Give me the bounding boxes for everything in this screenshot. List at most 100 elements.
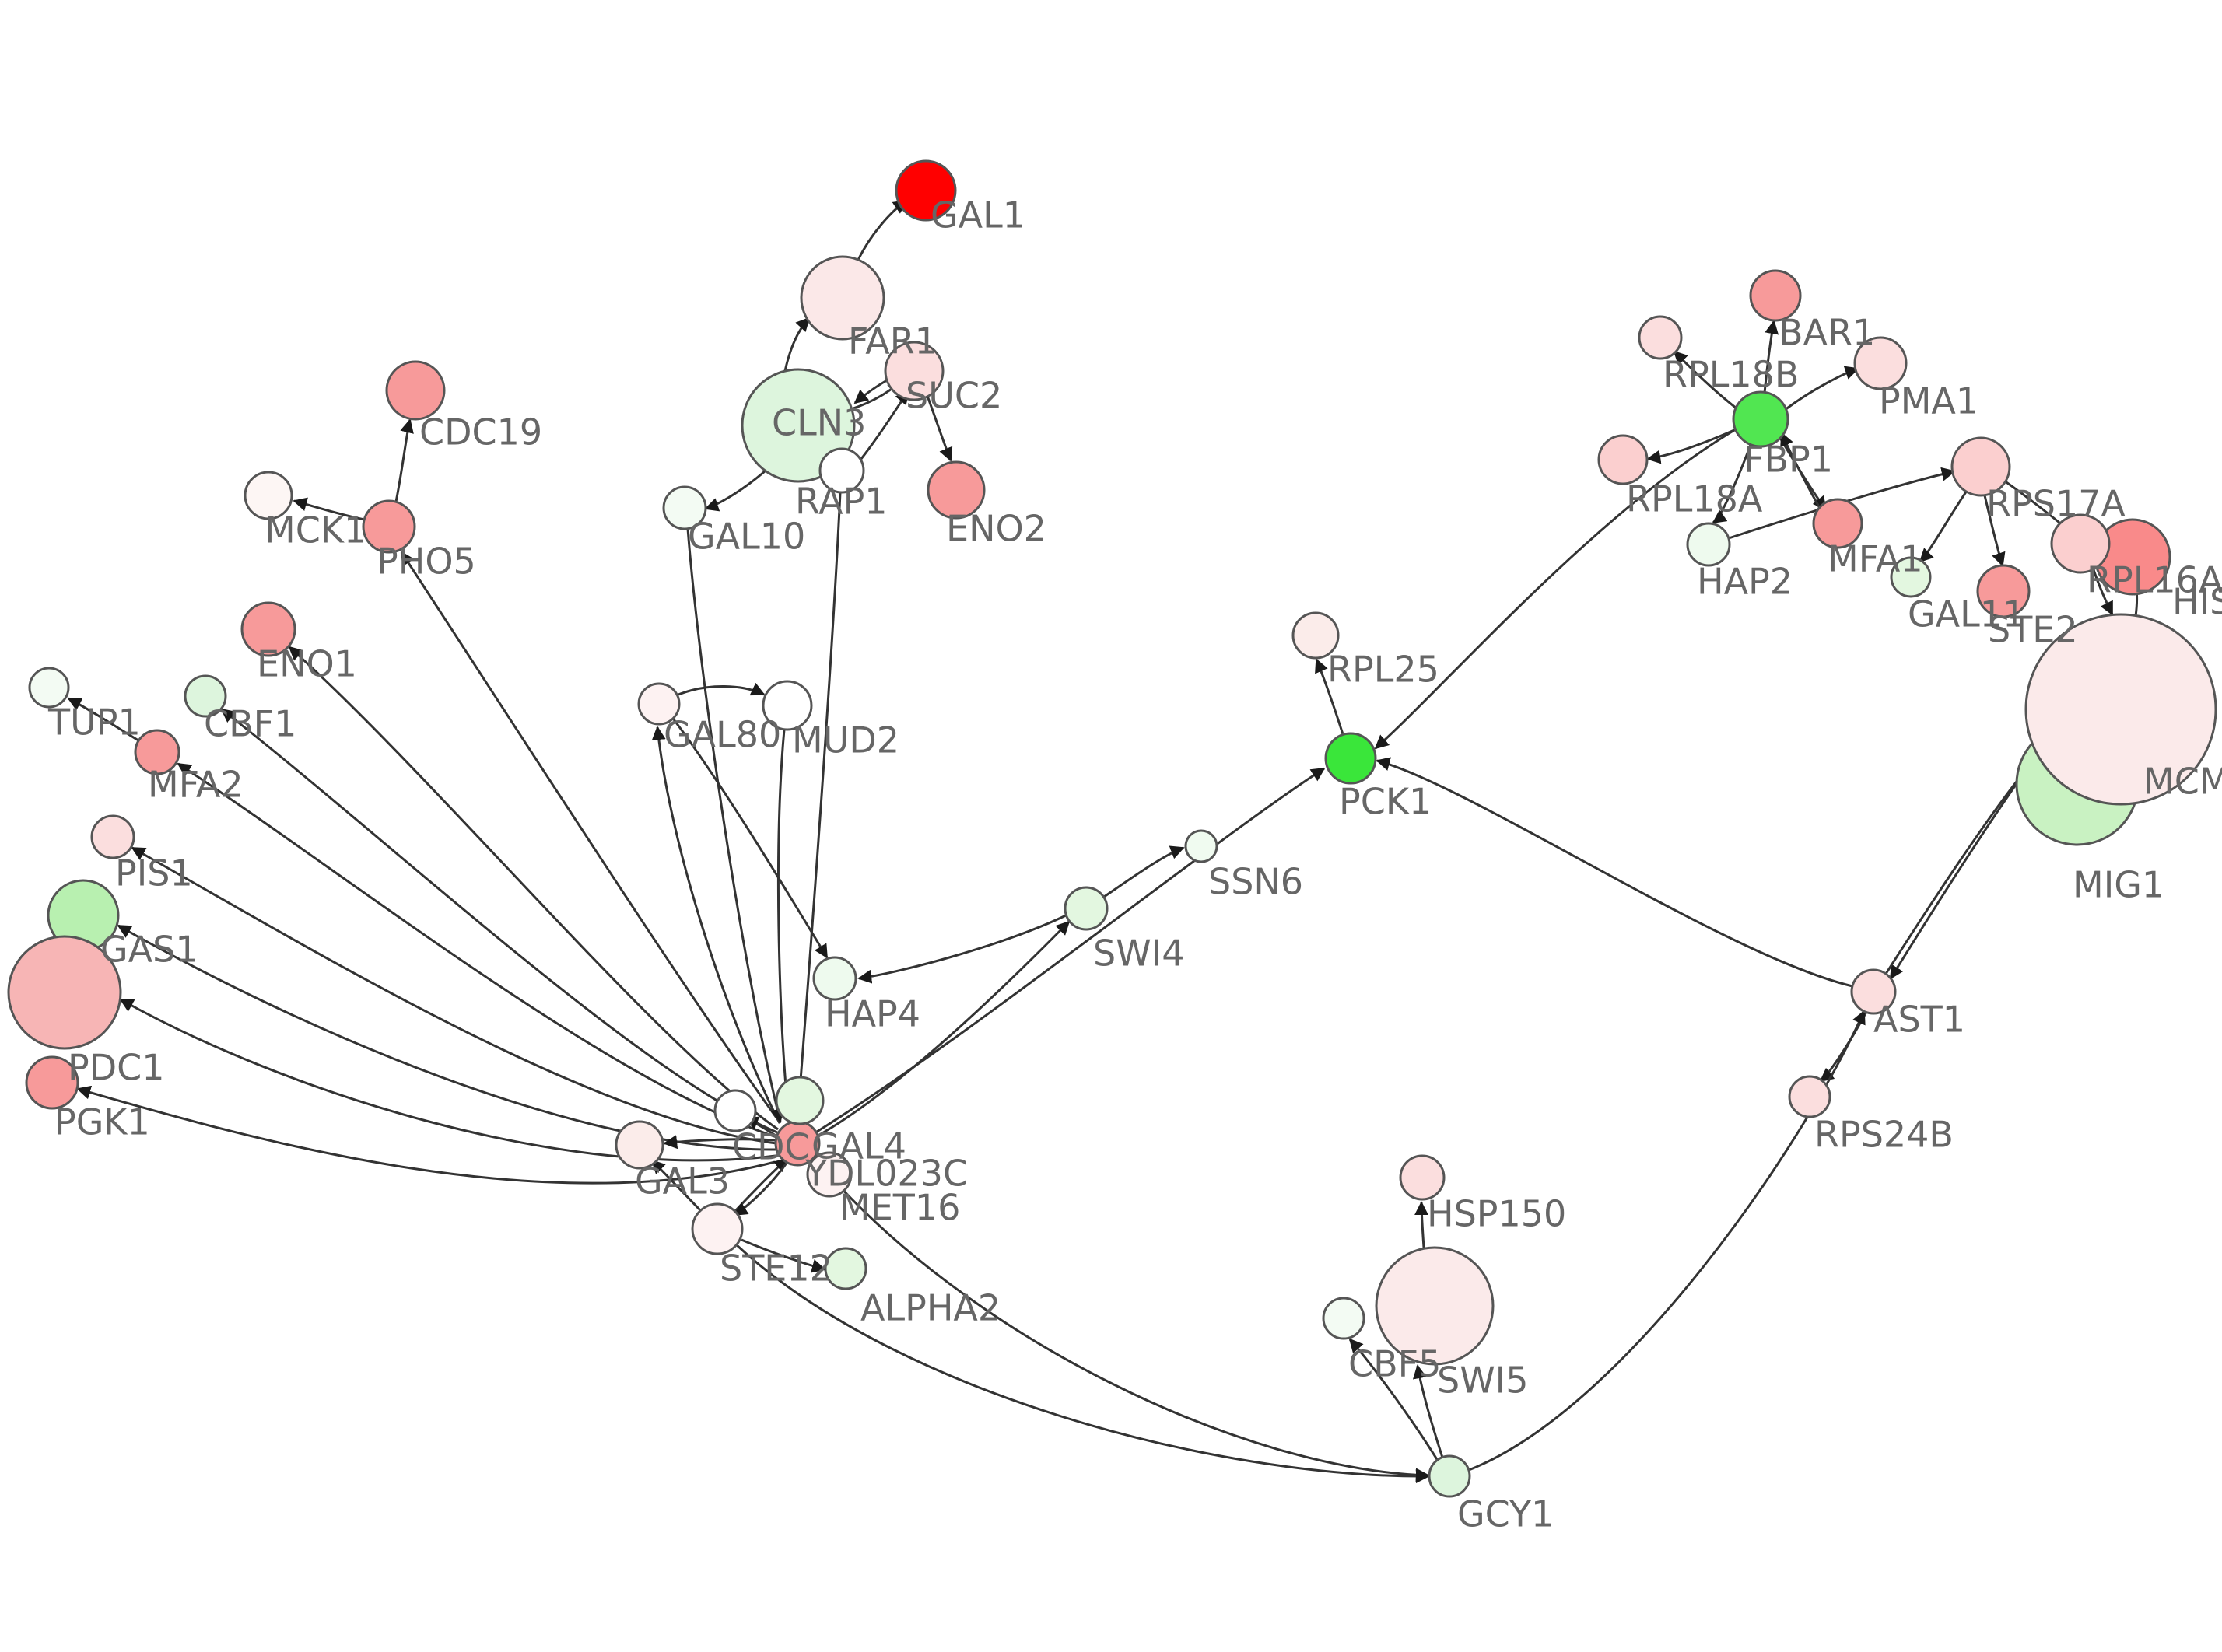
node-mfa2[interactable] xyxy=(134,729,180,775)
edge-pho5-to-cdc19 xyxy=(394,418,414,502)
node-rpl25[interactable] xyxy=(1291,611,1340,660)
node-label-pck1: PCK1 xyxy=(1339,780,1432,822)
edge-gal4-to-ste12 xyxy=(733,1161,789,1216)
node-hap2[interactable] xyxy=(1686,522,1731,567)
node-eno1[interactable] xyxy=(240,601,296,657)
edge-swi5-to-hsp150 xyxy=(1414,1201,1429,1248)
node-label-rpl25: RPL25 xyxy=(1327,648,1439,690)
node-mck1[interactable] xyxy=(244,471,293,520)
edge-gal4-to-gal3 xyxy=(663,1135,776,1150)
node-far1[interactable] xyxy=(800,255,885,341)
node-label-hap2: HAP2 xyxy=(1697,560,1793,602)
node-eno2[interactable] xyxy=(927,460,986,520)
node-swi4[interactable] xyxy=(1064,886,1109,931)
node-gal1[interactable] xyxy=(895,159,957,222)
edge-swi4-to-hap4 xyxy=(857,914,1067,984)
node-rap1[interactable] xyxy=(818,447,865,494)
edge-gal4-to-pis1 xyxy=(131,846,777,1145)
edge-rps17a-to-gal11 xyxy=(1919,490,1968,563)
node-label-rps17a: RPS17A xyxy=(1986,482,2126,524)
node-label-alpha2: ALPHA2 xyxy=(860,1286,1001,1328)
node-cbf1[interactable] xyxy=(184,674,227,718)
node-ste12[interactable] xyxy=(691,1202,744,1255)
node-cln3[interactable] xyxy=(741,368,856,483)
node-gal10[interactable] xyxy=(662,485,707,530)
nodes-layer xyxy=(7,159,2217,1498)
node-ast1[interactable] xyxy=(1850,968,1897,1015)
node-gal80[interactable] xyxy=(637,682,681,726)
node-label-gcy1: GCY1 xyxy=(1457,1493,1554,1535)
node-label-far1: FAR1 xyxy=(848,320,938,362)
edge-far1-to-gal1 xyxy=(857,199,908,261)
edge-cln3-to-far1 xyxy=(783,317,811,372)
node-tup1[interactable] xyxy=(28,667,70,709)
node-rpl16a[interactable] xyxy=(2050,513,2111,574)
edge-fbp1-to-rpl18a xyxy=(1646,429,1735,464)
node-pck1[interactable] xyxy=(1324,732,1377,785)
node-gal11[interactable] xyxy=(1890,556,1932,598)
node-label-hsp150: HSP150 xyxy=(1427,1192,1566,1234)
node-met16[interactable] xyxy=(775,1076,825,1125)
edges-layer xyxy=(67,199,2143,1484)
edge-mud2-to-gal4 xyxy=(776,729,795,1122)
node-label-swi4: SWI4 xyxy=(1093,932,1185,974)
node-pis1[interactable] xyxy=(90,814,135,859)
edge-swi4-to-ssn6 xyxy=(1103,845,1185,898)
node-label-pgk1: PGK1 xyxy=(54,1101,150,1143)
node-hsp150[interactable] xyxy=(1399,1154,1446,1201)
edge-gal4-to-pck1 xyxy=(816,767,1326,1133)
node-label-pma1: PMA1 xyxy=(1879,380,1978,422)
edge-gal10-to-gal4 xyxy=(686,528,784,1123)
node-label-rps24b: RPS24B xyxy=(1814,1113,1954,1155)
node-label-bar1: BAR1 xyxy=(1779,311,1875,353)
node-label-mfa2: MFA2 xyxy=(148,763,244,805)
node-label-pho5: PHO5 xyxy=(377,540,476,582)
node-label-gas1: GAS1 xyxy=(100,928,198,970)
node-rpl18a[interactable] xyxy=(1597,434,1649,485)
node-hap4[interactable] xyxy=(812,956,857,1001)
edge-gal4-to-pdc1 xyxy=(119,998,776,1162)
edge-fbp1-to-hap2 xyxy=(1712,444,1752,524)
node-rps17a[interactable] xyxy=(1950,436,2011,497)
node-pdc1[interactable] xyxy=(7,935,122,1050)
edge-mfa1-to-fbp1 xyxy=(1780,432,1822,510)
node-ste2[interactable] xyxy=(1976,564,2031,618)
node-label-gal10: GAL10 xyxy=(688,515,805,557)
node-mfa1[interactable] xyxy=(1812,498,1863,549)
edge-suc2-to-cln3 xyxy=(853,379,888,404)
node-label-ste2: STE2 xyxy=(1988,608,2078,650)
node-cdc19[interactable] xyxy=(385,360,446,421)
node-swi5[interactable] xyxy=(1375,1246,1495,1366)
node-mud2[interactable] xyxy=(762,680,813,731)
node-suc2[interactable] xyxy=(884,341,945,401)
node-rpl18b[interactable] xyxy=(1638,315,1683,360)
edge-gal4-to-gas1 xyxy=(117,924,776,1151)
node-pho5[interactable] xyxy=(362,499,416,554)
node-bar1[interactable] xyxy=(1749,269,1802,322)
node-pma1[interactable] xyxy=(1853,336,1908,390)
edge-gal4-to-gcy1 xyxy=(812,1157,1430,1482)
node-label-mud2: MUD2 xyxy=(792,719,899,761)
edge-pho5-to-mck1 xyxy=(293,497,365,521)
node-rps24b[interactable] xyxy=(1788,1075,1831,1118)
node-fbp1[interactable] xyxy=(1732,390,1789,448)
node-pgk1[interactable] xyxy=(25,1055,79,1110)
node-ssn6[interactable] xyxy=(1184,829,1218,863)
node-label-rpl18a: RPL18A xyxy=(1626,478,1763,520)
node-label-swi5: SWI5 xyxy=(1437,1359,1529,1401)
node-label-mcm1: MCM1 xyxy=(2143,760,2222,802)
node-label-ast1: AST1 xyxy=(1873,998,1965,1040)
node-cdc[interactable] xyxy=(713,1089,757,1132)
node-cbf5[interactable] xyxy=(1322,1297,1365,1340)
edge-mfa2-to-tup1 xyxy=(67,697,139,742)
node-alpha2[interactable] xyxy=(824,1247,867,1290)
node-ydl023c[interactable] xyxy=(806,1151,853,1198)
node-label-suc2: SUC2 xyxy=(906,374,1002,416)
edge-cln3-to-gal10 xyxy=(704,470,766,512)
node-mcm1[interactable] xyxy=(2024,613,2217,806)
node-gcy1[interactable] xyxy=(1428,1454,1471,1498)
node-gal3[interactable] xyxy=(615,1120,664,1170)
node-label-gal1: GAL1 xyxy=(931,194,1025,236)
